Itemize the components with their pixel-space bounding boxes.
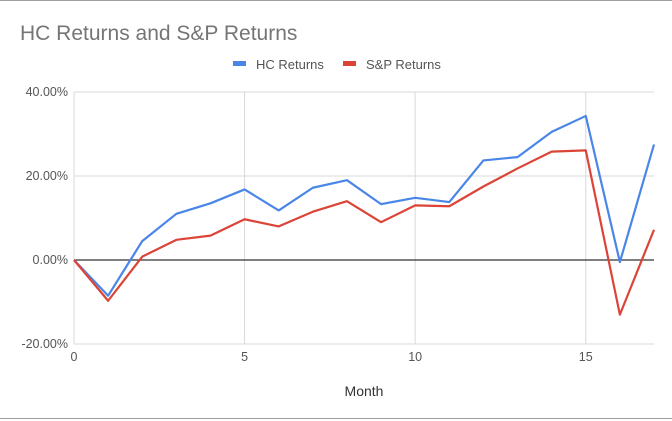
legend-swatch-sp-returns bbox=[343, 61, 356, 66]
data-point-s-p-returns[interactable] bbox=[413, 203, 417, 207]
data-point-hc-returns[interactable] bbox=[516, 155, 520, 159]
data-point-s-p-returns[interactable] bbox=[516, 166, 520, 170]
data-point-s-p-returns[interactable] bbox=[379, 220, 383, 224]
data-point-s-p-returns[interactable] bbox=[140, 255, 144, 259]
data-point-hc-returns[interactable] bbox=[140, 239, 144, 243]
data-point-hc-returns[interactable] bbox=[550, 130, 554, 134]
data-point-hc-returns[interactable] bbox=[481, 158, 485, 162]
legend-label-hc-returns: HC Returns bbox=[256, 57, 324, 72]
gridlines bbox=[73, 91, 654, 345]
legend[interactable]: HC Returns S&P Returns bbox=[233, 57, 441, 72]
y-tick-label: 40.00% bbox=[26, 85, 68, 99]
chart-title: HC Returns and S&P Returns bbox=[20, 22, 297, 45]
data-point-s-p-returns[interactable] bbox=[72, 258, 76, 262]
data-point-hc-returns[interactable] bbox=[652, 143, 656, 147]
data-point-hc-returns[interactable] bbox=[106, 294, 110, 298]
y-tick-label: 20.00% bbox=[26, 169, 68, 183]
data-point-s-p-returns[interactable] bbox=[106, 299, 110, 303]
data-point-s-p-returns[interactable] bbox=[550, 150, 554, 154]
data-point-s-p-returns[interactable] bbox=[208, 234, 212, 238]
x-tick-label: 10 bbox=[408, 350, 422, 364]
data-point-s-p-returns[interactable] bbox=[277, 224, 281, 228]
y-tick-label: -20.00% bbox=[21, 337, 68, 351]
x-tick-label: 0 bbox=[71, 350, 78, 364]
legend-swatch-hc-returns bbox=[233, 61, 246, 66]
data-point-hc-returns[interactable] bbox=[345, 178, 349, 182]
series-lines[interactable] bbox=[72, 114, 656, 317]
data-point-s-p-returns[interactable] bbox=[652, 228, 656, 232]
series-line-hc-returns[interactable] bbox=[73, 114, 656, 297]
data-point-hc-returns[interactable] bbox=[618, 260, 622, 264]
data-point-s-p-returns[interactable] bbox=[618, 313, 622, 317]
y-tick-label: 0.00% bbox=[33, 253, 68, 267]
x-axis-title: Month bbox=[345, 383, 384, 399]
data-point-hc-returns[interactable] bbox=[277, 208, 281, 212]
data-point-hc-returns[interactable] bbox=[208, 201, 212, 205]
data-point-hc-returns[interactable] bbox=[243, 187, 247, 191]
series-line-s-p-returns[interactable] bbox=[73, 149, 656, 316]
data-point-s-p-returns[interactable] bbox=[174, 238, 178, 242]
x-tick-label: 5 bbox=[241, 350, 248, 364]
y-axis-tick-labels: 40.00% 20.00% 0.00% -20.00% bbox=[21, 85, 68, 351]
data-point-hc-returns[interactable] bbox=[311, 186, 315, 190]
data-point-s-p-returns[interactable] bbox=[481, 185, 485, 189]
data-point-hc-returns[interactable] bbox=[413, 196, 417, 200]
data-point-s-p-returns[interactable] bbox=[345, 199, 349, 203]
legend-label-sp-returns: S&P Returns bbox=[366, 57, 441, 72]
data-point-s-p-returns[interactable] bbox=[447, 204, 451, 208]
data-point-s-p-returns[interactable] bbox=[584, 148, 588, 152]
data-point-hc-returns[interactable] bbox=[584, 114, 588, 118]
data-point-s-p-returns[interactable] bbox=[311, 210, 315, 214]
data-point-hc-returns[interactable] bbox=[447, 200, 451, 204]
data-point-s-p-returns[interactable] bbox=[243, 217, 247, 221]
data-point-hc-returns[interactable] bbox=[379, 202, 383, 206]
x-axis-tick-labels: 0 5 10 15 bbox=[71, 350, 593, 364]
x-tick-label: 15 bbox=[579, 350, 593, 364]
data-point-hc-returns[interactable] bbox=[174, 212, 178, 216]
